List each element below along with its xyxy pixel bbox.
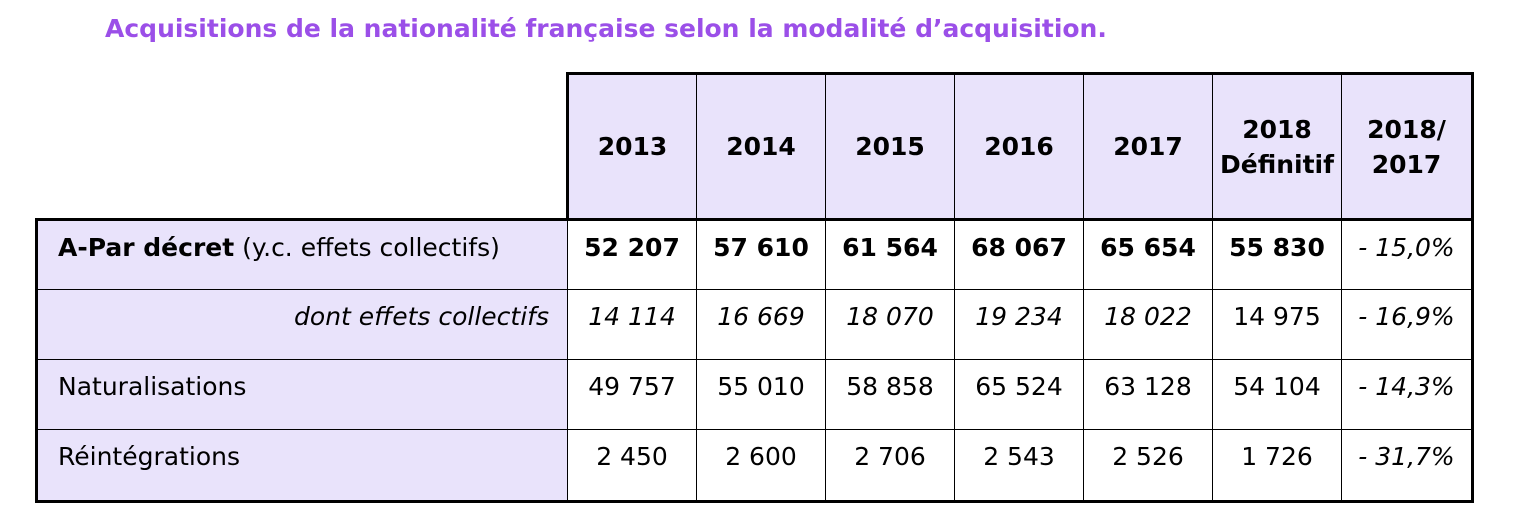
header-2014: 2014 [696,72,826,220]
page-title: Acquisitions de la nationalité française… [105,14,1107,43]
cell-value: 2 706 [825,429,955,503]
acquisitions-table: 2013 2014 2015 2016 2017 2018 Définitif 2… [35,72,1474,503]
row-label-naturalisations: Naturalisations [35,359,568,430]
empty-corner-cell [36,73,568,220]
cell-change: - 15,0% [1341,218,1474,290]
table-row: A-Par décret (y.c. effets collectifs) 52… [35,218,1474,290]
cell-value: 14 975 [1212,289,1342,360]
header-2018-definitif: 2018 Définitif [1212,72,1342,220]
row-label-dont-effets: dont effets collectifs [35,289,568,360]
cell-change: - 14,3% [1341,359,1474,430]
cell-value: 2 543 [954,429,1084,503]
cell-value: 2 600 [696,429,826,503]
row-label-par-decret: A-Par décret (y.c. effets collectifs) [35,218,568,290]
cell-value: 16 669 [696,289,826,360]
cell-value: 1 726 [1212,429,1342,503]
cell-value: 68 067 [954,218,1084,290]
table-row: dont effets collectifs 14 114 16 669 18 … [35,289,1474,360]
cell-value: 61 564 [825,218,955,290]
cell-value: 14 114 [567,289,697,360]
cell-value: 2 450 [567,429,697,503]
cell-value: 57 610 [696,218,826,290]
cell-value: 54 104 [1212,359,1342,430]
row-label-reintegrations: Réintégrations [35,429,568,503]
header-2016: 2016 [954,72,1084,220]
cell-value: 65 654 [1083,218,1213,290]
header-2017: 2017 [1083,72,1213,220]
cell-value: 2 526 [1083,429,1213,503]
table-row: Naturalisations 49 757 55 010 58 858 65 … [35,359,1474,430]
cell-value: 49 757 [567,359,697,430]
cell-change: - 31,7% [1341,429,1474,503]
cell-value: 58 858 [825,359,955,430]
cell-change: - 16,9% [1341,289,1474,360]
cell-value: 55 010 [696,359,826,430]
cell-value: 63 128 [1083,359,1213,430]
cell-value: 18 022 [1083,289,1213,360]
table-row: Réintégrations 2 450 2 600 2 706 2 543 2… [35,429,1474,503]
header-2018-2017: 2018/2017 [1341,72,1474,220]
header-2013: 2013 [566,72,697,220]
cell-value: 65 524 [954,359,1084,430]
header-2015: 2015 [825,72,955,220]
cell-value: 55 830 [1212,218,1342,290]
cell-value: 19 234 [954,289,1084,360]
cell-value: 18 070 [825,289,955,360]
cell-value: 52 207 [567,218,697,290]
